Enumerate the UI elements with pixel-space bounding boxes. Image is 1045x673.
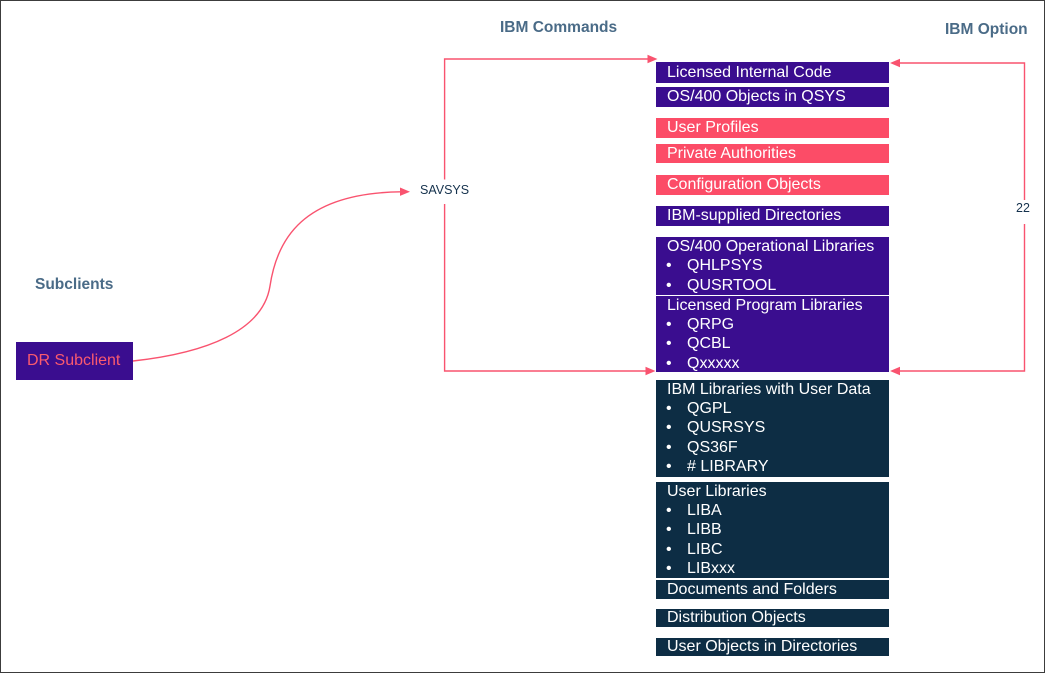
bullet-icon: • [666,501,672,519]
object-box-title: IBM-supplied Directories [667,207,842,225]
bullet-icon: • [666,419,672,437]
object-box-bullet-item: • LIBA [656,501,889,520]
object-box-title: User Profiles [667,119,759,137]
object-box-bullet-item: • Qxxxxx [656,354,889,372]
object-box-title: OS/400 Objects in QSYS [667,88,846,106]
object-box: Licensed Internal Code [656,62,889,83]
bullet-label: QCBL [687,335,731,353]
bullet-label: QGPL [687,399,732,417]
object-box: Configuration Objects [656,174,889,195]
object-box-bullet-item: • QCBL [656,334,889,353]
object-box-title: Documents and Folders [667,580,837,598]
object-box-title: OS/400 Operational Libraries [667,238,875,255]
bullet-icon: • [666,257,672,275]
bullet-label: QUSRTOOL [687,276,777,294]
bullet-label: Qxxxxx [687,354,740,372]
bullet-icon: • [666,560,672,578]
bullet-label: # LIBRARY [687,458,769,476]
arrowhead-left-bottom [645,366,656,376]
object-box-bullet-item: • LIBC [656,540,889,559]
dr-to-savsys-curve [132,191,402,362]
object-box-title: Private Authorities [667,144,796,162]
bullet-label: LIBxxx [687,560,736,578]
right-bracket-top [898,62,1026,200]
object-box-title: User Libraries [667,482,767,500]
bullet-icon: • [666,354,672,372]
object-box-bullet-item: • QUSRTOOL [656,276,889,295]
bullet-label: QUSRSYS [687,419,766,437]
object-box-bullet-item: • QS36F [656,438,889,457]
arrowhead-right-bottom [890,366,900,376]
object-box: User Objects in Directories [656,637,889,656]
bullet-label: QRPG [687,315,735,333]
arrowhead-right-top [890,58,900,68]
object-box-bullet-item: • QRPG [656,315,889,334]
bullet-icon: • [666,438,672,456]
object-box-bullet-item: • QUSRSYS [656,418,889,437]
object-box: User Libraries • LIBA • LIBB • LIBC • LIBxxx [656,481,889,578]
bullet-icon: • [666,458,672,476]
option-count-label: 22 [1016,201,1030,215]
object-box-title: Configuration Objects [667,175,821,193]
object-box-bullet-item: • LIBB [656,520,889,539]
bullet-label: LIBA [687,501,722,519]
heading-ibm-commands: IBM Commands [500,19,618,36]
heading-subclients: Subclients [35,276,114,293]
object-box-bullet-item: • LIBxxx [656,559,889,577]
object-box-title: Licensed Internal Code [667,63,832,81]
bullet-label: LIBC [687,540,723,558]
object-box: OS/400 Objects in QSYS [656,86,889,107]
object-box: Distribution Objects [656,608,889,627]
object-box: OS/400 Operational Libraries • QHLPSYS • QUS… [656,237,889,295]
object-box: Private Authorities [656,143,889,163]
object-box: IBM Libraries with User Data • QGPL • QUSRSY… [656,379,889,477]
dr-subclient-label: DR Subclient [27,352,121,369]
arrowhead-savsys [400,187,410,196]
heading-ibm-option: IBM Option [945,21,1028,38]
object-box: User Profiles [656,118,889,138]
bullet-icon: • [666,521,672,539]
object-box-bullet-item: • QHLPSYS [656,256,889,275]
bullet-label: QS36F [687,438,738,456]
object-box-bullet-item: • QGPL [656,399,889,418]
object-box-title: Distribution Objects [667,609,806,627]
bullet-label: QHLPSYS [687,257,763,275]
savsys-label: SAVSYS [420,183,470,197]
bullet-icon: • [666,315,672,333]
bullet-label: LIBB [687,521,722,539]
bullet-icon: • [666,276,672,294]
dr-subclient-box: DR Subclient [16,342,133,380]
left-bracket-bottom [443,204,646,372]
bullet-icon: • [666,540,672,558]
object-box: Documents and Folders [656,580,889,599]
object-box-bullet-item: • # LIBRARY [656,457,889,476]
right-bracket-bottom [898,224,1026,372]
object-box: IBM-supplied Directories [656,206,889,226]
object-box-title: IBM Libraries with User Data [667,380,871,398]
bullet-icon: • [666,335,672,353]
object-box-title: User Objects in Directories [667,638,858,656]
object-box: Licensed Program Libraries • QRPG • QCBL • Qxx… [656,295,889,372]
left-bracket-top [443,58,648,180]
bullet-icon: • [666,399,672,417]
object-box-title: Licensed Program Libraries [667,296,863,314]
